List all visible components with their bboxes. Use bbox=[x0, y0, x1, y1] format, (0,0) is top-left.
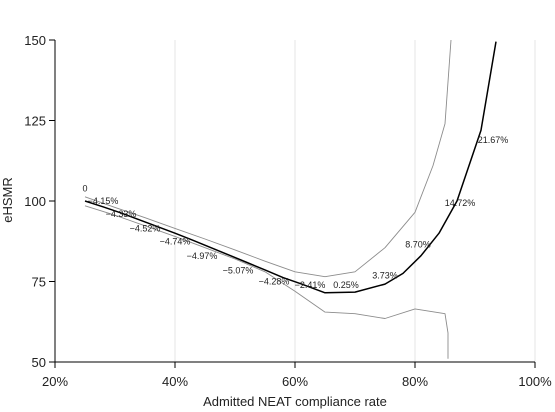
estimate-line bbox=[84, 41, 497, 294]
data-label: −4.74% bbox=[160, 236, 191, 246]
data-label: 3.73% bbox=[372, 270, 398, 280]
confidence-band bbox=[84, 39, 452, 359]
x-tick-label: 80% bbox=[402, 374, 428, 389]
y-tick-label: 75 bbox=[32, 275, 46, 290]
data-label: −4.33% bbox=[106, 209, 137, 219]
data-label: −4.52% bbox=[130, 224, 161, 234]
y-tick-label: 100 bbox=[24, 194, 46, 209]
data-label: 0.25% bbox=[333, 280, 359, 290]
x-tick-label: 20% bbox=[42, 374, 68, 389]
gridlines bbox=[174, 40, 536, 362]
data-label: −4.15% bbox=[88, 196, 119, 206]
x-tick-label: 40% bbox=[162, 374, 188, 389]
y-tick-label: 125 bbox=[24, 114, 46, 129]
data-label: −4.28% bbox=[259, 277, 290, 287]
upper-bound-line bbox=[84, 39, 452, 278]
data-label: 0 bbox=[82, 183, 87, 193]
y-axis-label: eHSMR bbox=[0, 177, 15, 223]
y-tick-label: 50 bbox=[32, 355, 46, 370]
x-tick-label: 60% bbox=[282, 374, 308, 389]
x-tick-label: 100% bbox=[518, 374, 552, 389]
data-label: 21.67% bbox=[478, 135, 509, 145]
data-label: −5.07% bbox=[223, 265, 254, 275]
data-labels: 0−4.15% −4.33% −4.52% −4.74% −4.97% −5.07% −4.… bbox=[82, 135, 508, 290]
axes: 50 75 100 125 150 20% 40% 60% 80% 100% bbox=[24, 33, 552, 389]
data-label: 8.70% bbox=[405, 240, 431, 250]
x-axis-label: Admitted NEAT compliance rate bbox=[203, 394, 387, 409]
y-tick-label: 150 bbox=[24, 33, 46, 48]
data-label: 14.72% bbox=[445, 198, 476, 208]
lower-bound-line bbox=[84, 205, 449, 359]
estimate-line bbox=[84, 41, 497, 294]
data-label: −4.97% bbox=[187, 251, 218, 261]
data-label: −2.41% bbox=[295, 280, 326, 290]
